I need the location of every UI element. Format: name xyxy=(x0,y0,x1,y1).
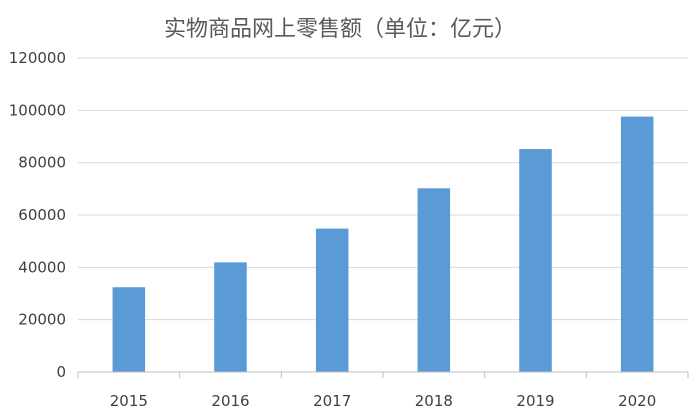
x-tick-label: 2019 xyxy=(516,392,554,410)
bar-2016 xyxy=(214,262,247,372)
y-tick-label: 120000 xyxy=(9,49,66,67)
bar-2019 xyxy=(519,149,552,372)
bar-2015 xyxy=(112,287,146,372)
bar-2017 xyxy=(315,228,349,372)
x-axis-ticks: 2015 2016 2017 2018 2019 2020 xyxy=(77,372,689,410)
x-tick-label: 2015 xyxy=(110,392,148,410)
y-axis-ticks: 0 20000 40000 60000 80000 100000 120000 xyxy=(9,49,66,381)
x-tick-label: 2018 xyxy=(415,392,453,410)
x-tick-label: 2017 xyxy=(313,392,351,410)
y-tick-label: 40000 xyxy=(18,258,66,276)
y-tick-label: 80000 xyxy=(18,154,66,172)
x-tick-label: 2016 xyxy=(211,392,249,410)
bars xyxy=(112,116,654,372)
chart-title: 实物商品网上零售额（单位：亿元） xyxy=(164,17,516,42)
y-tick-label: 20000 xyxy=(18,311,66,329)
gridlines xyxy=(78,57,688,321)
x-tick-label: 2020 xyxy=(618,392,656,410)
y-tick-label: 100000 xyxy=(9,101,66,119)
y-tick-label: 0 xyxy=(56,363,66,381)
bar-2020 xyxy=(620,116,654,372)
bar-2018 xyxy=(417,188,451,372)
y-tick-label: 60000 xyxy=(18,206,66,224)
